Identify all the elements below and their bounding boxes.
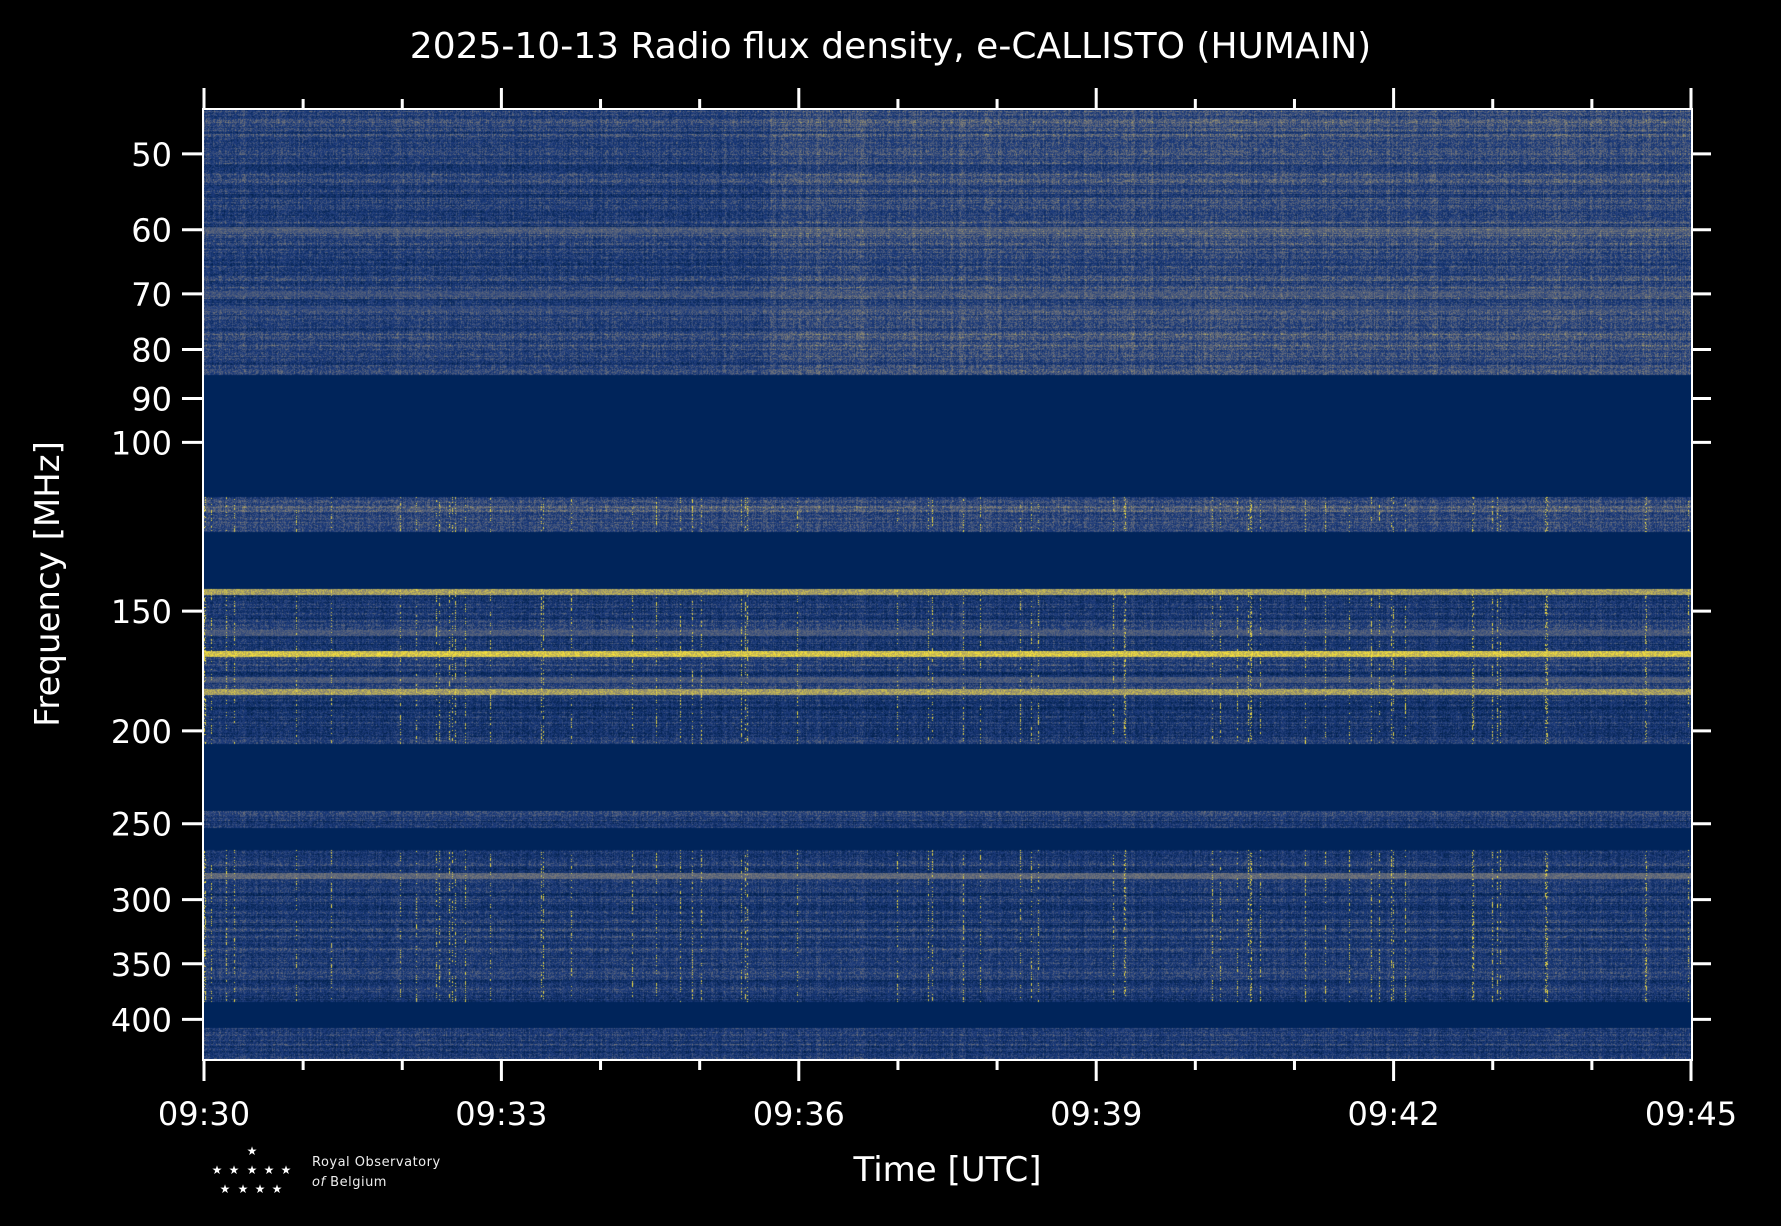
logo-line1: Royal Observatory [312,1155,441,1170]
y-tick-label: 60 [131,212,172,250]
y-tick-label: 100 [111,424,172,462]
svg-text:★: ★ [238,1182,249,1196]
x-tick-label: 09:42 [1347,1095,1439,1133]
y-tick-label: 80 [131,331,172,369]
spectrogram-heatmap [204,110,1691,1059]
svg-text:★: ★ [247,1144,258,1158]
x-tick-label: 09:36 [753,1095,845,1133]
x-tick-label: 09:30 [158,1095,250,1133]
y-tick-label: 300 [111,882,172,920]
chart-title: 2025-10-13 Radio flux density, e-CALLIST… [409,26,1372,67]
y-tick-label: 70 [131,276,172,314]
svg-text:★: ★ [264,1163,275,1177]
y-tick-label: 200 [111,713,172,751]
y-tick-label: 50 [131,136,172,174]
svg-text:★: ★ [281,1163,292,1177]
y-tick-label: 350 [111,946,172,984]
x-axis-label: Time [UTC] [853,1150,1042,1190]
svg-text:★: ★ [272,1182,283,1196]
y-tick-label: 90 [131,380,172,418]
x-tick-label: 09:33 [455,1095,547,1133]
svg-text:★: ★ [229,1163,240,1177]
stars-logo-icon: ★ ★ ★ ★ ★ ★ ★ ★ ★ ★ [212,1144,292,1196]
y-tick-label: 150 [111,593,172,631]
svg-text:★: ★ [212,1163,223,1177]
logo-line2: of Belgium [312,1175,387,1190]
y-tick-label: 250 [111,806,172,844]
logo-of: of [312,1175,326,1190]
y-axis-label: Frequency [MHz] [28,441,68,727]
spectrogram-area [204,110,1691,1059]
svg-text:★: ★ [255,1182,266,1196]
svg-text:★: ★ [247,1163,258,1177]
svg-text:★: ★ [220,1182,231,1196]
y-tick-label: 400 [111,1001,172,1039]
axes-frame [202,108,1693,1061]
logo-belgium: Belgium [330,1175,387,1190]
x-tick-label: 09:45 [1645,1095,1737,1133]
x-tick-label: 09:39 [1050,1095,1142,1133]
